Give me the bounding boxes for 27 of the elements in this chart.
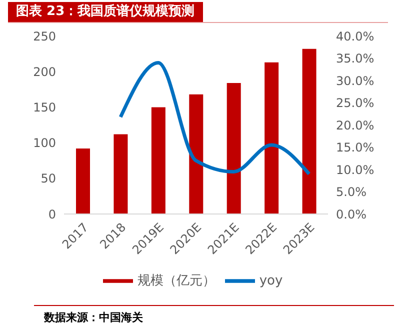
bar [189,94,204,214]
y2-tick-label: 5.0% [336,185,366,200]
y-tick-label: 100 [33,136,56,150]
y-tick-label: 200 [33,64,56,79]
y2-tick-label: 30.0% [336,74,374,88]
y2-tick-label: 25.0% [336,96,374,110]
y2-tick-label: 0.0% [336,207,366,222]
y-tick-label: 150 [33,100,56,114]
y-tick-label: 0 [48,207,56,222]
y2-tick-label: 35.0% [336,52,374,66]
line-series [118,60,311,176]
bar [114,134,128,214]
bar [302,48,316,214]
y2-tick-label: 10.0% [336,162,374,177]
chart-title: 图表 23：我国质谱仪规模预测 [8,2,203,22]
y2-tick-label: 40.0% [336,29,374,44]
legend-label: 规模（亿元） [137,274,216,289]
y-tick-label: 250 [33,29,56,44]
bar [226,82,241,214]
y2-tick-label: 20.0% [336,118,374,132]
bar [264,62,279,214]
y-tick-label: 50 [40,172,56,186]
bar [76,148,90,214]
legend-label: yoy [259,274,283,289]
bar [151,107,166,214]
y2-tick-label: 15.0% [336,140,374,155]
source-note: 数据来源：中国海关 [44,310,143,325]
